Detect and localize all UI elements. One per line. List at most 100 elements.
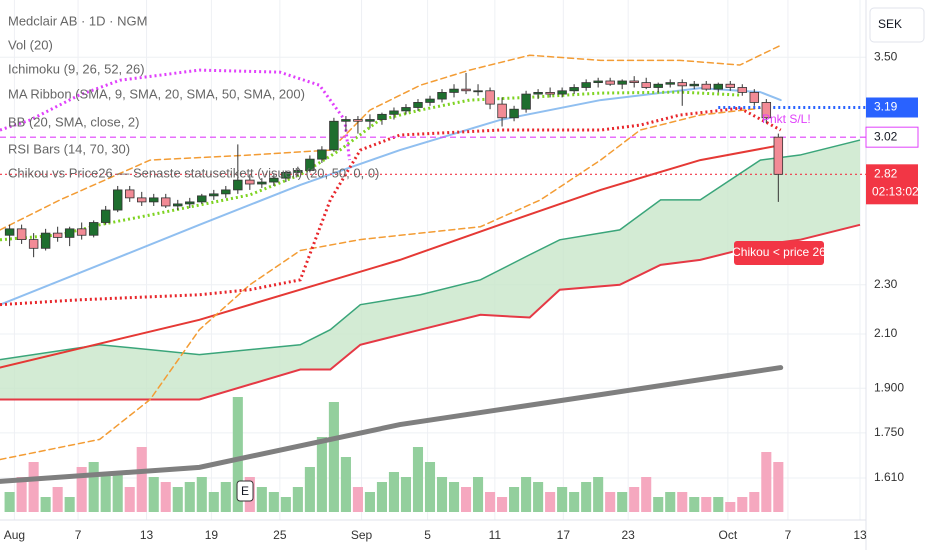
candle-body [677,82,687,87]
candle-body [185,201,195,205]
candle-body [509,108,519,119]
volume-bar [545,492,556,512]
volume-bar [52,487,63,512]
candle-body [88,222,99,236]
volume-bar [557,487,568,512]
candle-body [209,193,219,197]
volume-bar [148,477,159,512]
candle-body [593,80,603,84]
x-tick-label: 25 [273,528,287,542]
y-tick-label: 1.750 [874,425,904,439]
candle-body [665,82,675,85]
candle-body [401,107,411,112]
volume-bar [617,492,628,512]
x-tick-label: 7 [75,528,82,542]
indicator-label: BB (20, SMA, close, 2) [8,114,140,129]
volume-bar [472,477,484,512]
candle-body [689,83,699,87]
candle-body [749,92,760,103]
x-tick-label: 17 [557,528,571,542]
volume-bar [196,477,207,512]
candle-body [40,232,51,249]
x-tick-label: 23 [622,528,636,542]
candle-body [629,80,639,84]
indicator-line [0,106,782,307]
x-tick-label: 13 [140,528,154,542]
candle-body [701,83,711,90]
candle-body [437,92,447,100]
candle-body [245,179,255,185]
indicator-line [0,144,782,369]
candle-body [569,87,579,92]
volume-bar [725,502,736,512]
candle-body [16,228,27,240]
volume-bar [424,462,436,512]
indicator-line [0,44,782,231]
candle-body [4,228,15,236]
candle-body [221,189,231,195]
volume-bar [521,477,532,512]
candle-body [197,195,207,203]
candle-body [365,119,375,122]
currency-button[interactable] [869,7,925,43]
candle-body [605,80,615,85]
candle-body [449,88,459,93]
y-tick-label: 2.10 [874,326,898,340]
volume-bar [136,447,147,512]
volume-bar [100,472,111,512]
volume-bar [376,482,387,512]
cloud-lower-line [0,223,861,401]
volume-bar [701,497,712,512]
currency-label[interactable]: SEK [878,17,902,31]
volume-bar [112,472,123,512]
volume-bar [124,487,135,512]
candle-body [641,82,651,88]
volume-bar [160,482,171,512]
candle-body [425,98,435,103]
volume-bar [232,397,243,512]
chikou-label: Chikou < price 26 [732,245,826,259]
candle-body [581,82,591,88]
candle-body [497,103,507,119]
candle-body [485,90,495,105]
indicator-label: MA Ribbon (SMA, 9, SMA, 20, SMA, 50, SMA… [8,86,305,101]
candle-body [761,102,772,119]
volume-bar [172,487,183,512]
indicator-line [0,107,762,461]
volume-bar [436,477,448,512]
candle-body [557,90,567,95]
candle-body [773,136,784,175]
candle-body [52,232,63,238]
x-tick-label: 19 [205,528,219,542]
x-tick-label: Sep [351,528,373,542]
candle-body [413,102,423,108]
volume-bar [16,477,27,512]
candle-body [461,88,471,92]
volume-bar [641,477,652,512]
volume-bar [4,492,15,512]
y-tick-label: 3.50 [874,49,898,63]
candle-body [281,171,291,179]
volume-bar [713,497,724,512]
volume-bar [605,492,616,512]
volume-bar [268,492,279,512]
volume-bar [593,477,604,512]
volume-bar [749,492,760,512]
candle-body [533,92,543,95]
price-tag [866,97,918,118]
indicator-label: Vol (20) [8,37,53,52]
candle-body [28,239,39,249]
candle-body [161,197,171,207]
volume-bar [316,437,327,512]
x-tick-label: 11 [489,528,502,542]
candle-body [725,83,735,88]
candle-body [389,110,399,115]
x-tick-label: 13 [853,528,867,542]
chart-title: Medclair AB · 1D · NGM [8,13,147,28]
candle-body [737,87,748,93]
volume-bar [352,487,363,512]
candle-body [305,158,315,171]
y-tick-label: 1.610 [874,470,904,484]
volume-bar [340,457,351,512]
